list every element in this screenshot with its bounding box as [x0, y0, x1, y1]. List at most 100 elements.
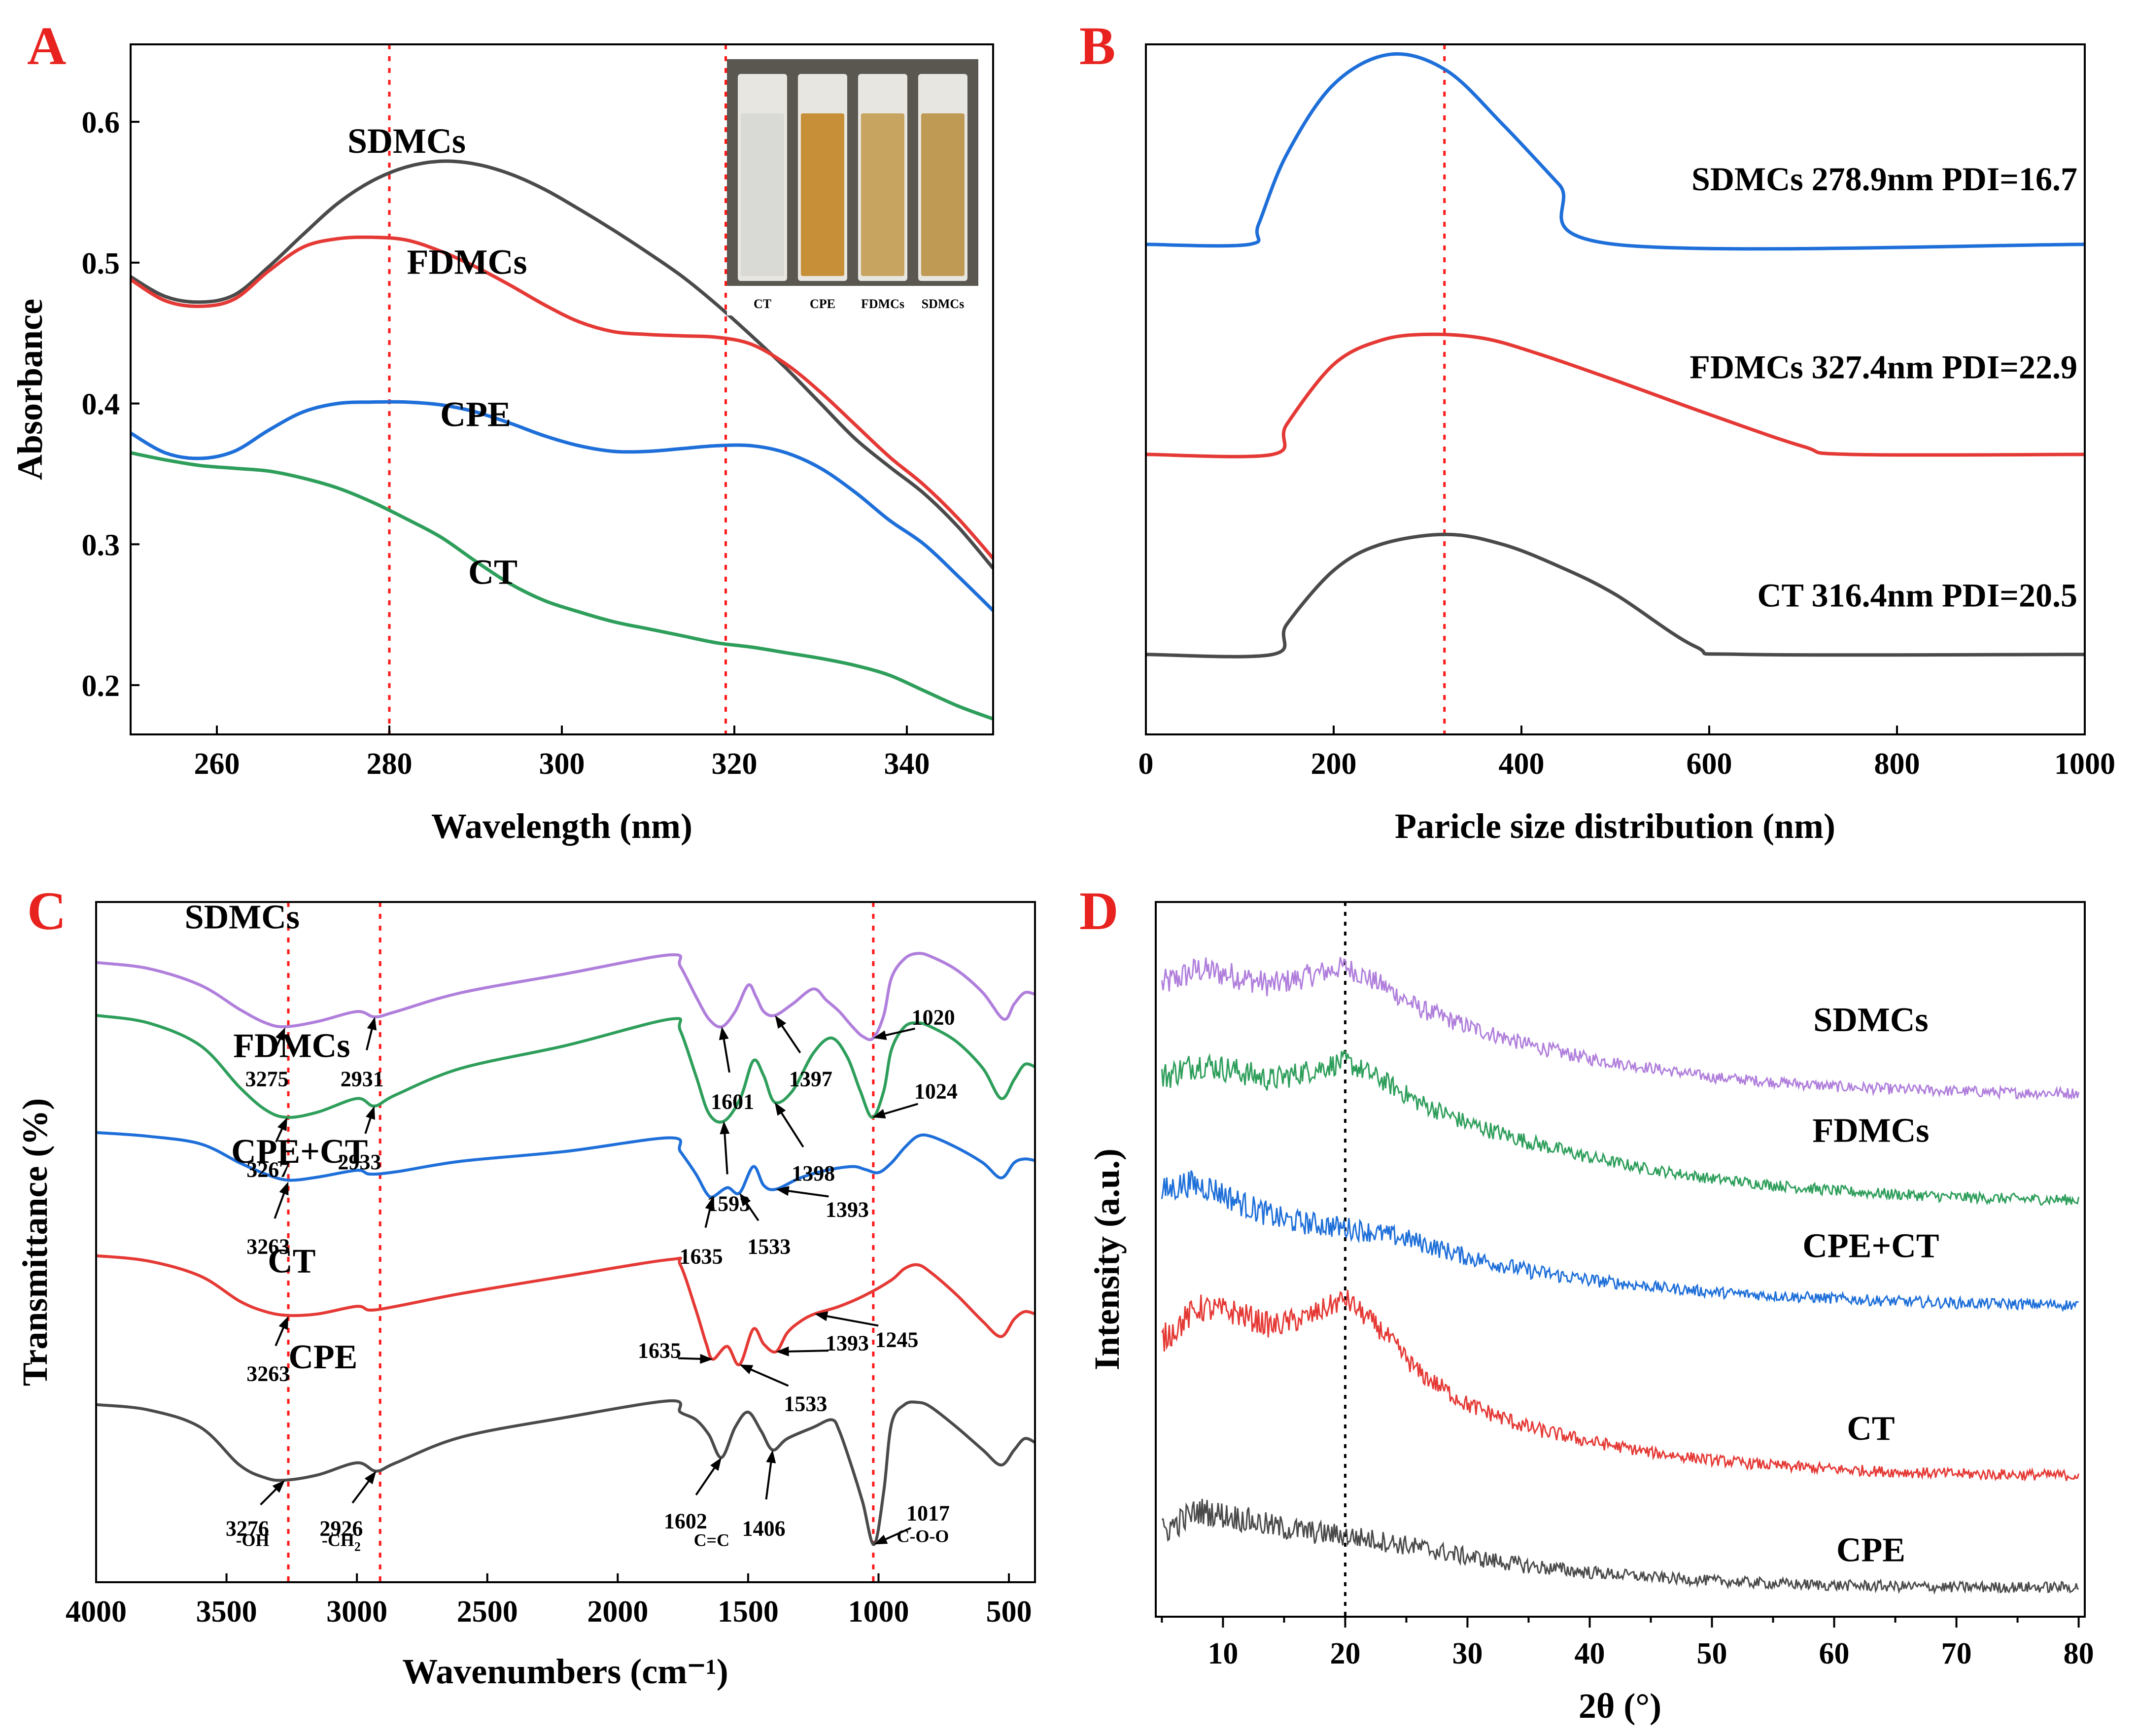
series-label-sdmcs: SDMCs [347, 121, 466, 161]
x-axis-label: 2θ (°) [1579, 1686, 1661, 1726]
panel-c: SDMCs FDMCs CPE+CT CT CPE 3275 2931 1601 1397 102… [15, 881, 1036, 1691]
series-label-ct: CT 316.4nm PDI=20.5 [1757, 576, 2077, 614]
annotation-arrowhead [705, 1197, 715, 1211]
annotation-arrow [778, 1109, 804, 1148]
peak-annotation: 1393 [776, 1331, 869, 1356]
annotation-arrow [695, 1464, 718, 1496]
functional-group-label: C-O-O [897, 1527, 949, 1546]
series-line-sdmcs [130, 159, 995, 570]
annotation-arrowhead [873, 1030, 887, 1041]
x-tick-label: 2500 [457, 1595, 518, 1629]
x-tick-label: 340 [884, 747, 930, 781]
series-line-fdmcs [1161, 1050, 2080, 1206]
x-axis-label: Paricle size distribution (nm) [1395, 806, 1835, 846]
peak-annotation: 1635 [680, 1197, 723, 1269]
peak-annotation: 1393 [776, 1186, 869, 1222]
annotation-arrow [785, 1350, 829, 1353]
annotation-arrow [779, 1022, 801, 1053]
peak-annotation: 1602 [664, 1458, 722, 1533]
annotation-arrow [785, 1189, 829, 1198]
x-tick-label: 50 [1697, 1637, 1727, 1670]
series-line-cpe [130, 400, 995, 612]
annotation-text: 1024 [914, 1079, 958, 1104]
annotation-arrow [365, 1025, 374, 1050]
annotation-arrowhead [739, 1193, 751, 1207]
x-axis-label: Wavelength (nm) [431, 806, 692, 846]
peak-annotation: 3263 [246, 1181, 290, 1259]
x-tick-label: 60 [1819, 1637, 1850, 1670]
peak-annotation: 1601 [711, 1027, 754, 1113]
annotation-arrow [722, 1035, 730, 1073]
series-line-ct [1145, 532, 2085, 659]
x-tick-label: 500 [986, 1595, 1032, 1629]
annotation-text: 3263 [246, 1361, 290, 1386]
annotation-arrowhead [278, 1316, 288, 1330]
annotation-arrowhead [776, 1186, 790, 1196]
annotation-arrowhead [275, 1027, 285, 1042]
annotation-arrowhead [272, 1480, 285, 1493]
annotation-arrowhead [872, 1109, 886, 1119]
y-axis-label: Intensity (a.u.) [1087, 1148, 1127, 1370]
peak-annotation: 1020 [873, 1005, 955, 1041]
annotation-arrowhead [700, 1354, 713, 1364]
panel-c-frame [95, 901, 1036, 1583]
x-tick-label: 70 [1941, 1637, 1972, 1670]
x-tick-label: 2000 [587, 1595, 648, 1629]
series-label-ct: CT [268, 1242, 315, 1280]
series-label-sdmcs: SDMCs 278.9nm PDI=16.7 [1691, 160, 2077, 198]
series-label-cpe+ct: CPE+CT [231, 1133, 368, 1171]
annotation-arrowhead [367, 1017, 377, 1031]
peak-annotation: 3267 [246, 1117, 290, 1181]
cuvette-liquid [861, 113, 904, 276]
annotation-arrowhead [279, 1181, 289, 1196]
annotation-arrow [743, 1200, 759, 1221]
annotation-text: 1601 [711, 1089, 754, 1113]
annotation-arrowhead [774, 1102, 786, 1116]
annotation-arrowhead [766, 1450, 776, 1463]
ch-subscript: 2 [354, 1539, 361, 1554]
annotation-text: 2933 [338, 1150, 381, 1174]
panel-letter: C [27, 881, 66, 941]
series-label-fdmcs: FDMCs 327.4nm PDI=22.9 [1690, 348, 2077, 386]
x-tick-label: 800 [1874, 747, 1920, 781]
series-line-cpe [96, 1399, 1036, 1546]
x-tick-label: 400 [1499, 747, 1545, 781]
series-line-sdmcs [1145, 52, 2085, 251]
x-tick-label: 3000 [326, 1595, 387, 1629]
series-label-cpe+ct: CPE+CT [1802, 1227, 1939, 1265]
peak-annotation: 1635 [638, 1339, 713, 1364]
annotation-text: 1635 [638, 1339, 681, 1363]
annotation-arrow [765, 1458, 773, 1500]
annotation-text: 1398 [792, 1161, 835, 1185]
inset-photo: CT CPE FDMCs SDMCs [727, 59, 978, 315]
x-tick-label: 200 [1311, 747, 1357, 781]
peak-annotation: 3263 [246, 1316, 290, 1386]
peak-annotation: 1017 [874, 1501, 950, 1545]
peak-annotation: 2926 [319, 1471, 377, 1541]
annotation-text: 1245 [875, 1327, 919, 1352]
functional-group-label: -CH2 [322, 1530, 361, 1554]
series-line-cpe [1162, 1498, 2079, 1595]
inset-label: CT [754, 297, 771, 311]
panel-letter: D [1079, 881, 1118, 941]
annotation-text: 1635 [680, 1245, 723, 1269]
cuvette-liquid [741, 113, 784, 276]
series-line-fdmcs [96, 1014, 1036, 1124]
annotation-arrow [882, 1027, 916, 1037]
peak-annotation: 2933 [338, 1106, 381, 1174]
peak-annotation: 3276 [226, 1480, 285, 1541]
annotation-arrow [723, 1130, 728, 1175]
panel-b-frame [1145, 43, 2086, 735]
series-label-cpe: CPE [1836, 1531, 1905, 1569]
annotation-arrow [823, 1314, 879, 1327]
annotation-text: 1393 [826, 1198, 869, 1222]
annotation-text: 2926 [319, 1517, 363, 1541]
annotation-arrowhead [775, 1015, 787, 1029]
series-label-sdmcs: SDMCs [185, 899, 300, 937]
ch-text: -CH [322, 1530, 354, 1550]
series-line-ct [1161, 1290, 2080, 1482]
y-tick-label: 0.2 [82, 669, 120, 703]
annotation-text: 2931 [341, 1067, 384, 1091]
annotation-text: 1533 [747, 1235, 791, 1259]
y-axis-label: Transmittance (%) [15, 1098, 55, 1387]
